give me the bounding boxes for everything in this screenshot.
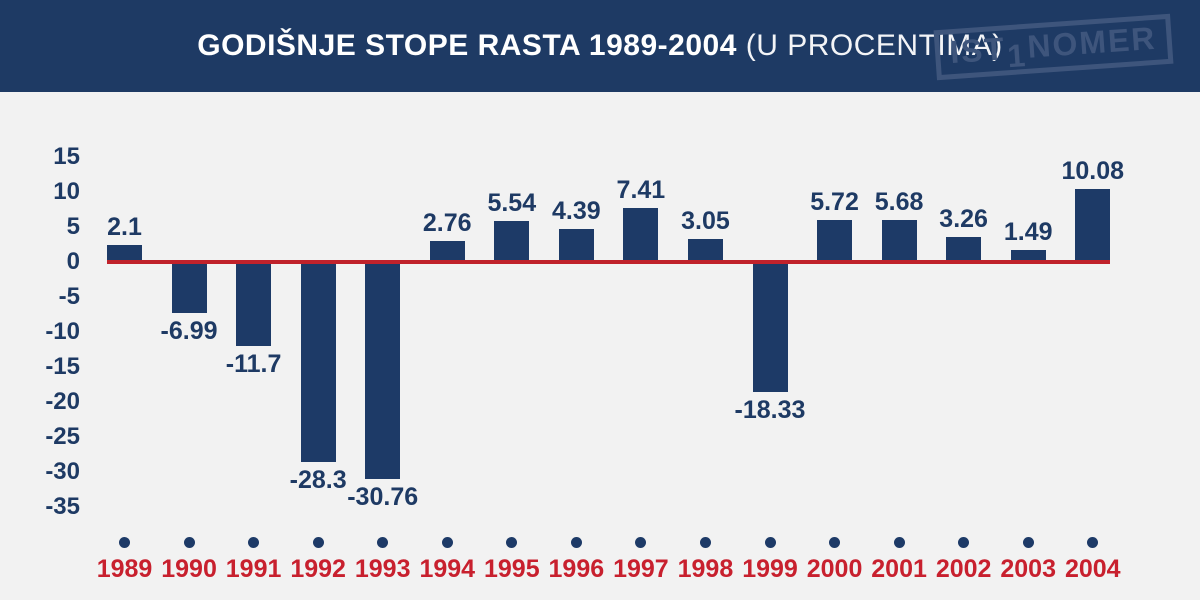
page-title: GODIŠNJE STOPE RASTA 1989-2004 (U PROCEN… [197, 29, 1003, 63]
bar-value-label: 2.76 [422, 208, 472, 237]
year-dot [635, 536, 647, 548]
y-axis-tick-label: -20 [45, 388, 80, 415]
istinomer-logo: IST1NOMER [933, 13, 1174, 81]
chart-bar [365, 264, 401, 480]
bar-value-label: 4.39 [552, 197, 601, 226]
year-dot [377, 536, 389, 548]
year-label: 1992 [290, 555, 346, 583]
y-axis-tick-label: 0 [66, 248, 80, 275]
y-axis-tick-label: -25 [45, 423, 80, 450]
year-label: 2001 [871, 555, 927, 583]
year-dot [183, 536, 195, 548]
year-label: 1999 [742, 555, 798, 583]
y-axis-tick-label: -10 [45, 318, 80, 345]
year-label: 2002 [935, 555, 992, 583]
year-label: 2003 [1000, 555, 1056, 583]
bar-value-label: 5.54 [487, 189, 537, 218]
year-dot [248, 536, 260, 548]
year-dot [119, 536, 130, 548]
bar-value-label: -18.33 [734, 396, 806, 425]
year-dot [1087, 536, 1099, 548]
y-axis-tick-label: 10 [53, 178, 80, 205]
bar-value-label: 5.68 [874, 188, 924, 217]
chart-bar [881, 220, 917, 260]
year-dot [570, 536, 582, 548]
page-title-main: GODIŠNJE STOPE RASTA 1989-2004 [197, 29, 737, 62]
y-axis-tick-label: -30 [45, 458, 80, 485]
bar-value-label: -30.76 [347, 483, 419, 512]
bar-value-label: 7.41 [616, 176, 666, 205]
chart-bar [1010, 249, 1046, 260]
y-axis-tick-label: 5 [66, 213, 80, 240]
year-label: 1993 [354, 555, 411, 583]
chart-bar [236, 264, 272, 346]
year-label: 1995 [483, 555, 540, 583]
bar-value-label: -28.3 [289, 466, 347, 495]
year-dot [829, 536, 841, 548]
year-label: 1991 [225, 555, 282, 583]
chart-bar [752, 264, 788, 393]
bar-value-label: 10.08 [1061, 157, 1125, 186]
bar-chart: 15 10 5 0 -5 -10 -15 -20 -25 -30 -35 2.1 1989 -6.99 19… [0, 92, 1200, 600]
zero-line [107, 260, 1111, 264]
chart-bar [623, 208, 659, 260]
chart-bar [494, 221, 530, 260]
y-axis-tick-label: -35 [45, 493, 80, 520]
header-bar: GODIŠNJE STOPE RASTA 1989-2004 (U PROCEN… [0, 0, 1200, 92]
bar-value-label: -6.99 [160, 316, 218, 345]
chart-bar [1075, 189, 1111, 260]
year-label: 1989 [96, 555, 153, 583]
logo-text-part3: NOMER [1026, 19, 1158, 65]
chart-bar [946, 237, 982, 260]
bar-value-label: 5.72 [810, 187, 859, 216]
year-dot [506, 536, 518, 548]
page-title-sub: (U PROCENTIMA) [745, 29, 1003, 62]
y-axis-tick-label: -15 [45, 353, 80, 380]
year-dot [699, 536, 711, 548]
logo-text-part1: IST [949, 30, 1008, 71]
logo-text-part2: 1 [1006, 36, 1029, 74]
year-dot [764, 536, 776, 548]
year-dot [312, 536, 324, 548]
chart-bar [300, 264, 336, 463]
year-label: 2000 [806, 555, 863, 583]
year-label: 1994 [419, 555, 476, 583]
year-dot [441, 536, 453, 548]
chart-bar [107, 245, 142, 260]
bar-value-label: 3.05 [681, 206, 730, 235]
year-dot [893, 536, 905, 548]
year-label: 1998 [677, 555, 734, 583]
chart-bar [171, 264, 207, 313]
year-label: 1997 [613, 555, 669, 583]
chart-bar [429, 240, 465, 260]
bar-value-label: 2.1 [107, 213, 142, 242]
bar-value-label: -11.7 [225, 349, 282, 378]
chart-bar [817, 219, 853, 260]
year-dot [1022, 536, 1034, 548]
year-dot [958, 536, 970, 548]
y-axis-tick-label: 15 [53, 143, 80, 170]
chart-bar [687, 238, 723, 260]
bar-value-label: 1.49 [1003, 217, 1053, 246]
year-label: 2004 [1064, 555, 1121, 583]
bar-value-label: 3.26 [939, 205, 988, 234]
chart-bar [558, 229, 594, 260]
year-label: 1990 [161, 555, 217, 583]
y-axis-tick-label: -5 [58, 283, 80, 310]
year-label: 1996 [548, 555, 605, 583]
